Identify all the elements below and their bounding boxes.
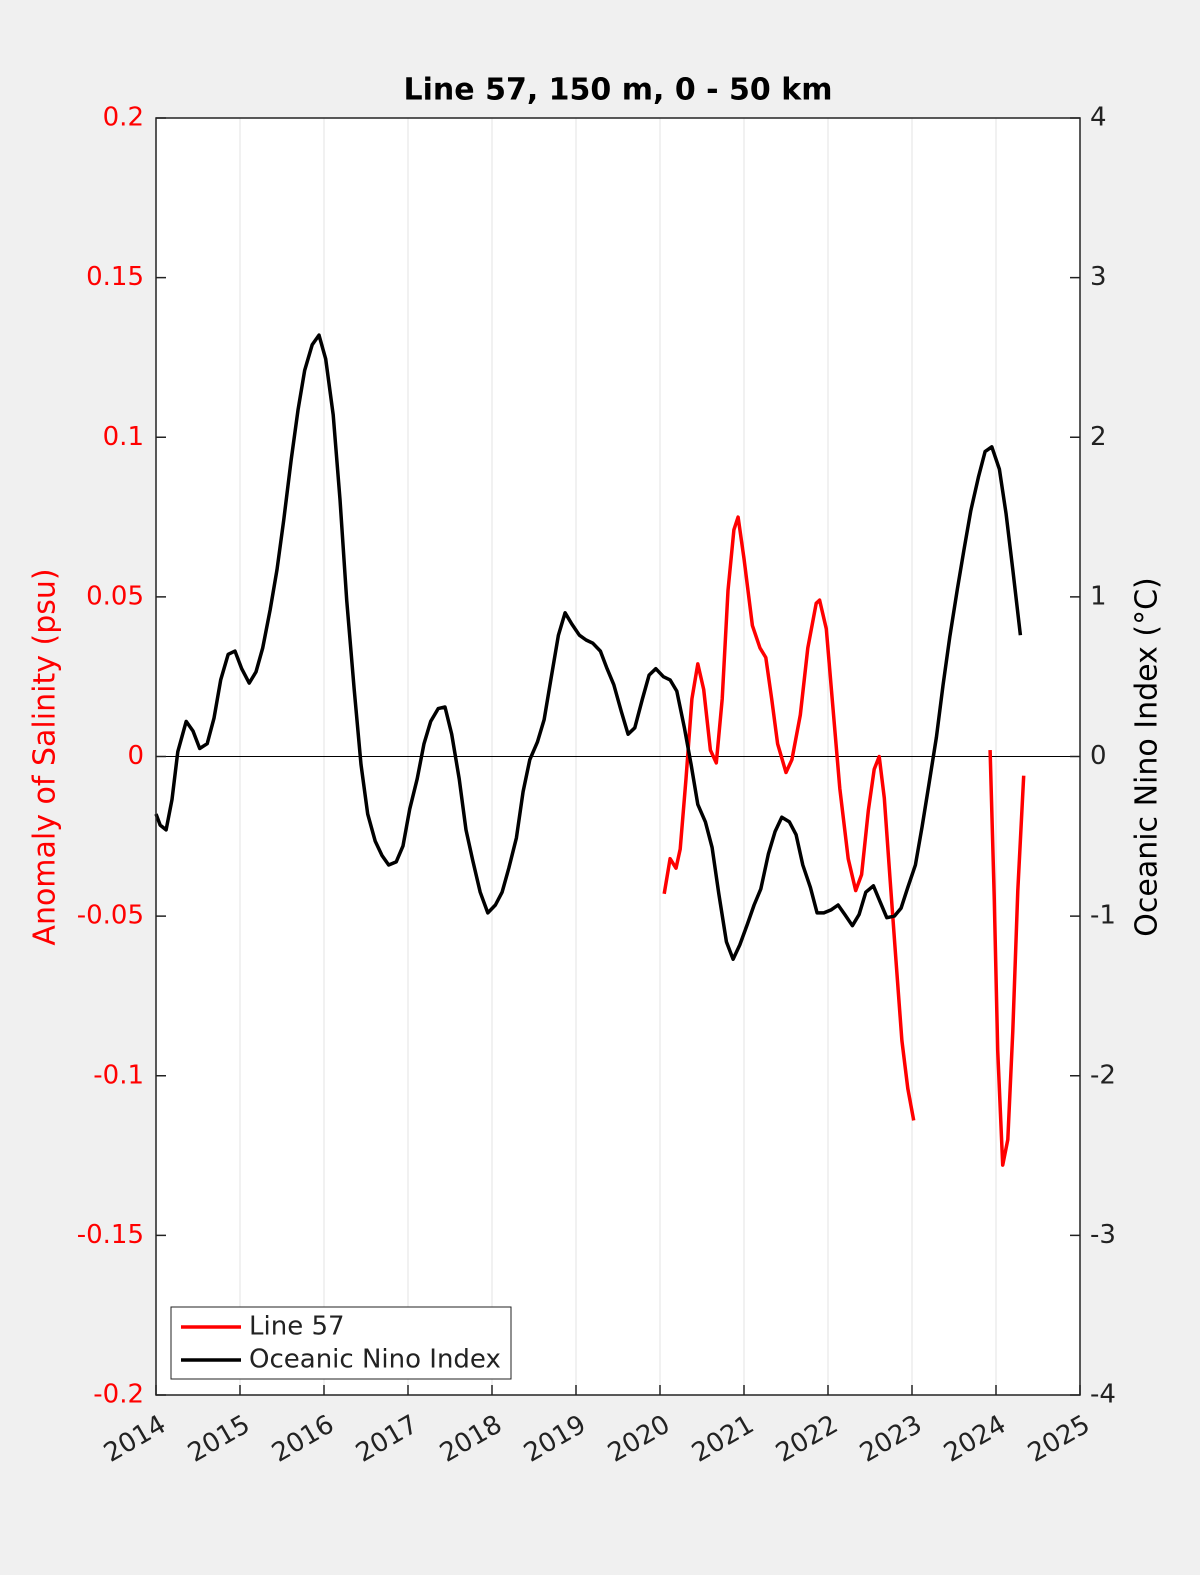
legend-box	[170, 1306, 512, 1380]
y-tick-label: 0.2	[103, 103, 144, 133]
y2-tick-label: 4	[1090, 103, 1107, 133]
y2-tick-label: -4	[1090, 1380, 1116, 1410]
series-line	[154, 333, 1023, 961]
y-tick-label: -0.2	[93, 1380, 144, 1410]
y2-tick-label: -2	[1090, 1060, 1116, 1090]
chart-title: Line 57, 150 m, 0 - 50 km	[404, 73, 833, 108]
y-tick-label: 0	[127, 741, 144, 771]
y-tick-label: 0.1	[103, 422, 144, 452]
y2-tick-label: 1	[1090, 581, 1107, 611]
y2-tick-label: -3	[1090, 1220, 1116, 1250]
y-tick-label: -0.15	[77, 1220, 144, 1250]
y-tick-label: -0.05	[77, 901, 144, 931]
y-tick-label: 0.15	[86, 262, 144, 292]
legend-label: Oceanic Nino Index	[249, 1345, 501, 1375]
series-line	[662, 515, 1026, 1167]
y2-tick-label: -1	[1090, 901, 1116, 931]
y-tick-label: -0.1	[93, 1060, 144, 1090]
y2-axis-label: Oceanic Nino Index (°C)	[1130, 577, 1165, 937]
lines	[154, 333, 1026, 1167]
legend-label: Line 57	[249, 1312, 345, 1342]
y-tick-label: 0.05	[86, 581, 144, 611]
y2-tick-label: 3	[1090, 262, 1107, 292]
y2-tick-label: 0	[1090, 741, 1107, 771]
y-axis-label: Anomaly of Salinity (psu)	[28, 568, 63, 945]
y2-tick-label: 2	[1090, 422, 1107, 452]
